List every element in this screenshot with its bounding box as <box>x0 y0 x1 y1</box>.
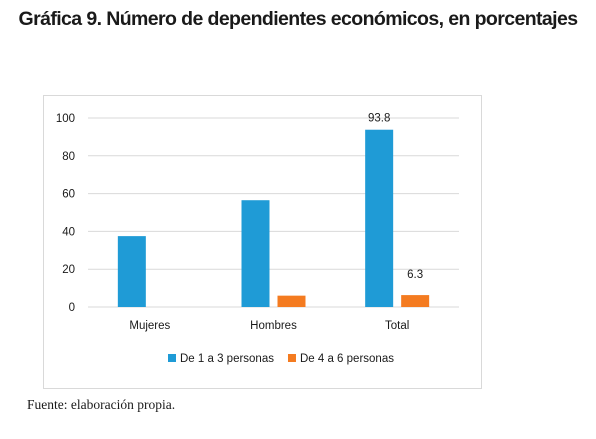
x-tick-label: Hombres <box>250 320 297 332</box>
legend-swatch <box>287 354 296 362</box>
bar-1-total <box>365 129 394 307</box>
y-tick-label: 100 <box>56 113 75 125</box>
y-tick-label: 80 <box>62 151 75 163</box>
y-tick-label: 20 <box>62 264 75 276</box>
y-tick-label: 40 <box>62 226 75 238</box>
legend-swatch <box>168 354 176 362</box>
data-label: 93.8 <box>368 113 390 125</box>
chart-title: Gráfica 9. Número de dependientes económ… <box>18 8 579 30</box>
y-tick-label: 0 <box>69 302 75 314</box>
source-note: Fuente: elaboración propia. <box>27 397 176 412</box>
bar-2-hombres <box>277 295 306 307</box>
bar-1-hombres <box>241 200 270 307</box>
y-tick-label: 60 <box>62 189 75 201</box>
bar-2-total <box>401 295 430 307</box>
legend-label: De 1 a 3 personas <box>180 353 274 365</box>
x-tick-label: Total <box>385 320 409 332</box>
data-label: 6.3 <box>407 269 423 281</box>
bar-1-mujeres <box>117 236 146 307</box>
legend-label: De 4 a 6 personas <box>300 353 394 365</box>
x-tick-label: Mujeres <box>129 320 170 332</box>
